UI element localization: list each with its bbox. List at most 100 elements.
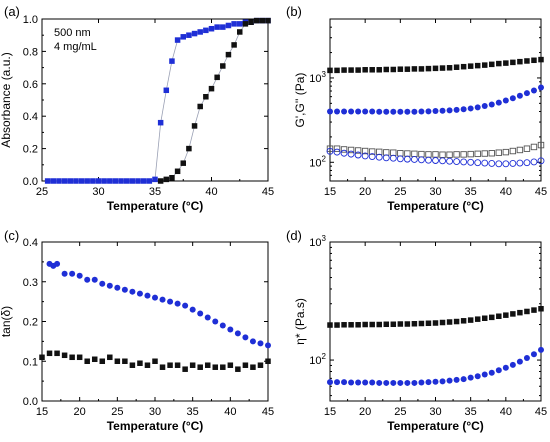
data-point — [355, 322, 361, 328]
data-point — [383, 108, 390, 115]
x-tick-label: 15 — [36, 406, 48, 418]
data-point — [375, 153, 383, 161]
data-point — [174, 37, 181, 43]
data-point — [453, 318, 460, 325]
data-point — [390, 149, 397, 156]
data-point — [326, 147, 334, 155]
data-point — [488, 369, 495, 376]
data-point — [489, 314, 495, 321]
data-point — [382, 154, 390, 162]
x-tick-label: 30 — [92, 186, 104, 198]
data-point — [189, 306, 196, 313]
panel-label: (d) — [286, 228, 302, 243]
data-point — [474, 104, 481, 111]
data-point — [90, 178, 96, 184]
data-point — [197, 103, 203, 110]
data-point — [84, 276, 91, 283]
data-point — [174, 362, 181, 368]
data-point — [265, 358, 271, 364]
data-point — [496, 313, 502, 320]
data-point — [489, 61, 495, 68]
data-point — [531, 57, 537, 64]
data-point — [124, 178, 130, 184]
data-point — [397, 66, 404, 72]
x-axis-label: Temperature (°C) — [107, 199, 204, 213]
data-point — [248, 19, 254, 25]
series-1 — [327, 306, 544, 328]
data-point — [67, 178, 73, 184]
data-point — [220, 24, 226, 30]
data-point — [191, 30, 198, 37]
data-point — [214, 24, 220, 30]
data-point — [265, 17, 271, 24]
data-point — [197, 29, 203, 35]
x-tick-label: 20 — [359, 186, 371, 198]
y-tick-label: 103 — [309, 234, 326, 249]
data-point — [376, 67, 382, 73]
data-point — [174, 168, 181, 175]
data-point — [404, 66, 411, 72]
data-point — [537, 141, 545, 149]
data-point — [432, 151, 439, 158]
data-point — [197, 364, 203, 370]
data-point — [432, 65, 439, 72]
data-point — [509, 147, 517, 155]
x-tick-label: 45 — [262, 186, 274, 198]
data-point — [369, 321, 375, 328]
x-tick-label: 35 — [187, 406, 199, 418]
data-point — [157, 119, 164, 126]
data-point — [169, 58, 175, 64]
series-3 — [326, 141, 545, 158]
y-axis-label: η* (Pa.s) — [293, 298, 307, 345]
x-axis-label: Temperature (°C) — [107, 419, 204, 433]
data-point — [537, 157, 545, 165]
data-point — [425, 108, 432, 115]
data-point — [107, 354, 113, 361]
data-point — [369, 379, 376, 386]
data-point — [446, 377, 453, 384]
data-point — [446, 319, 453, 325]
x-tick-label: 45 — [262, 406, 274, 418]
data-point — [397, 108, 404, 115]
data-point — [157, 178, 164, 184]
data-point — [481, 371, 488, 378]
data-point — [265, 342, 271, 349]
data-point — [523, 159, 531, 167]
data-point — [369, 67, 375, 73]
data-point — [152, 176, 158, 183]
data-point — [417, 156, 425, 164]
data-point — [495, 99, 502, 106]
y-tick-label: 103 — [309, 70, 326, 85]
data-point — [530, 87, 537, 94]
data-point — [235, 366, 241, 372]
y-tick-label: 0.0 — [23, 176, 38, 188]
data-point — [204, 314, 211, 321]
data-point — [227, 362, 234, 368]
data-point — [411, 150, 418, 158]
data-point — [418, 320, 425, 327]
data-point — [136, 290, 143, 297]
data-point — [432, 157, 439, 164]
data-point — [129, 362, 136, 368]
data-point — [488, 150, 495, 157]
data-point — [467, 63, 474, 69]
data-point — [84, 358, 90, 364]
data-point — [220, 364, 226, 370]
data-point — [61, 352, 68, 359]
data-point — [84, 178, 90, 184]
data-point — [503, 60, 509, 66]
annotation: 4 mg/mL — [54, 41, 97, 53]
data-point — [502, 148, 510, 156]
series-line — [47, 20, 268, 182]
data-point — [389, 154, 397, 162]
data-point — [327, 379, 333, 386]
x-tick-label: 15 — [324, 186, 336, 198]
data-point — [112, 178, 119, 184]
data-point — [180, 160, 186, 166]
data-point — [418, 150, 425, 158]
x-tick-label: 20 — [74, 406, 86, 418]
data-point — [516, 92, 523, 99]
x-tick-label: 30 — [149, 406, 161, 418]
data-point — [231, 42, 237, 48]
